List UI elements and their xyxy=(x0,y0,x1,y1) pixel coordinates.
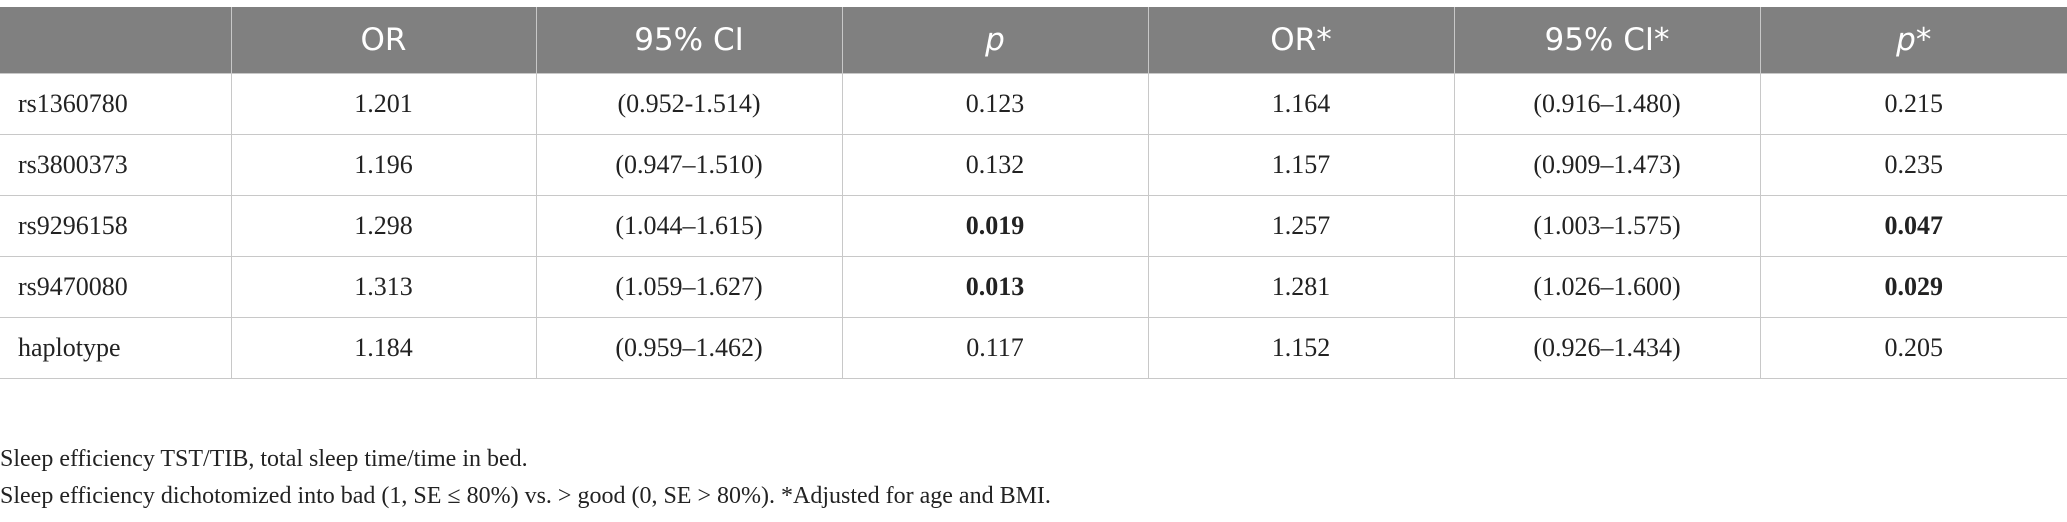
header-cell: p xyxy=(841,7,1148,74)
table-body: rs1360780 1.201 (0.952-1.514) 0.123 1.164 (0.… xyxy=(0,73,2067,379)
table-cell: 0.019 xyxy=(841,195,1149,257)
table-cell: (0.952-1.514) xyxy=(535,73,843,135)
table-cell: (0.909–1.473) xyxy=(1453,134,1761,196)
row-label: rs9296158 xyxy=(0,195,232,257)
table-cell: 1.257 xyxy=(1147,195,1455,257)
header-cell: OR xyxy=(230,7,536,74)
table-row: haplotype 1.184 (0.959–1.462) 0.117 1.152 (0.… xyxy=(0,317,2067,379)
table-cell: 0.047 xyxy=(1759,195,2067,257)
table-row: rs9470080 1.313 (1.059–1.627) 0.013 1.281 (1.… xyxy=(0,256,2067,318)
header-cell: OR* xyxy=(1147,7,1454,74)
table-cell: 1.313 xyxy=(230,256,537,318)
row-label: rs3800373 xyxy=(0,134,232,196)
table-cell: 0.013 xyxy=(841,256,1149,318)
table-cell: 1.298 xyxy=(230,195,537,257)
header-cell xyxy=(0,7,231,74)
header-cell: 95% CI* xyxy=(1453,7,1760,74)
table-cell: 1.157 xyxy=(1147,134,1455,196)
row-label: rs9470080 xyxy=(0,256,232,318)
table-cell: 0.123 xyxy=(841,73,1149,135)
table-cell: 0.205 xyxy=(1759,317,2067,379)
table-row: rs1360780 1.201 (0.952-1.514) 0.123 1.164 (0.… xyxy=(0,73,2067,135)
table-cell: 0.215 xyxy=(1759,73,2067,135)
header-cell: 95% CI xyxy=(535,7,842,74)
table-cell: 0.235 xyxy=(1759,134,2067,196)
header-cell: p* xyxy=(1759,7,2067,74)
table-cell: 0.029 xyxy=(1759,256,2067,318)
table-row: rs9296158 1.298 (1.044–1.615) 0.019 1.257 (1.… xyxy=(0,195,2067,257)
table-cell: (0.959–1.462) xyxy=(535,317,843,379)
table-cell: 1.164 xyxy=(1147,73,1455,135)
table-cell: 1.152 xyxy=(1147,317,1455,379)
row-label: rs1360780 xyxy=(0,73,232,135)
row-label: haplotype xyxy=(0,317,232,379)
table-cell: 1.196 xyxy=(230,134,537,196)
table-cell: (0.947–1.510) xyxy=(535,134,843,196)
table-cell: 0.132 xyxy=(841,134,1149,196)
table-cell: (0.926–1.434) xyxy=(1453,317,1761,379)
footnote: Sleep efficiency dichotomized into bad (… xyxy=(0,483,1051,509)
results-table: OR 95% CI p OR* 95% CI* p* rs1360780 1.201 (0.9… xyxy=(0,7,2067,379)
table-cell: 1.201 xyxy=(230,73,537,135)
table-cell: 1.184 xyxy=(230,317,537,379)
table-cell: (1.044–1.615) xyxy=(535,195,843,257)
table-cell: 0.117 xyxy=(841,317,1149,379)
header-row: OR 95% CI p OR* 95% CI* p* xyxy=(0,7,2067,74)
table-cell: (1.026–1.600) xyxy=(1453,256,1761,318)
table-row: rs3800373 1.196 (0.947–1.510) 0.132 1.157 (0.… xyxy=(0,134,2067,196)
table-cell: (0.916–1.480) xyxy=(1453,73,1761,135)
table-cell: (1.003–1.575) xyxy=(1453,195,1761,257)
table-cell: 1.281 xyxy=(1147,256,1455,318)
table-cell: (1.059–1.627) xyxy=(535,256,843,318)
footnote: Sleep efficiency TST/TIB, total sleep ti… xyxy=(0,446,528,472)
